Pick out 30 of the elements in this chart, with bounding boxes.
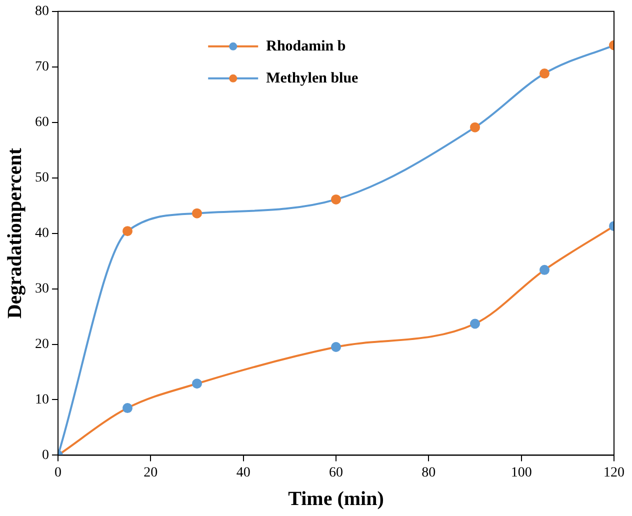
point (540, 68, 550, 79)
point (470, 318, 480, 329)
point (192, 208, 202, 218)
x-tick-label: 80 (422, 465, 436, 480)
y-tick-label: 50 (35, 170, 49, 186)
x-tick-label: 0 (54, 465, 62, 480)
y-tick-label: 80 (35, 4, 49, 20)
legend-label: Rhodamin b (266, 38, 346, 54)
y-tick-label: 0 (42, 448, 49, 463)
y-tick-label: 60 (35, 115, 49, 130)
x-tick-label: 40 (236, 465, 250, 480)
point (122, 226, 132, 236)
point (470, 122, 480, 132)
y-tick-label: 30 (35, 281, 49, 296)
point (331, 342, 341, 352)
y-tick-label: 10 (35, 392, 49, 408)
y-tick-label: 20 (35, 336, 49, 352)
y-tick-label: 40 (35, 226, 49, 241)
x-axis-title: Time (min) (288, 488, 384, 510)
y-tick-label: 70 (35, 60, 49, 75)
point (122, 403, 132, 414)
x-tick-label: 100 (510, 465, 532, 480)
point (331, 194, 341, 204)
legend-label: Methylen blue (266, 70, 359, 86)
y-axis-title: Degradationpercent (4, 148, 26, 319)
point (192, 378, 202, 389)
x-tick-label: 60 (329, 465, 343, 480)
point (540, 264, 550, 275)
x-tick-label: 120 (604, 465, 624, 480)
x-tick-label: 20 (144, 465, 158, 480)
